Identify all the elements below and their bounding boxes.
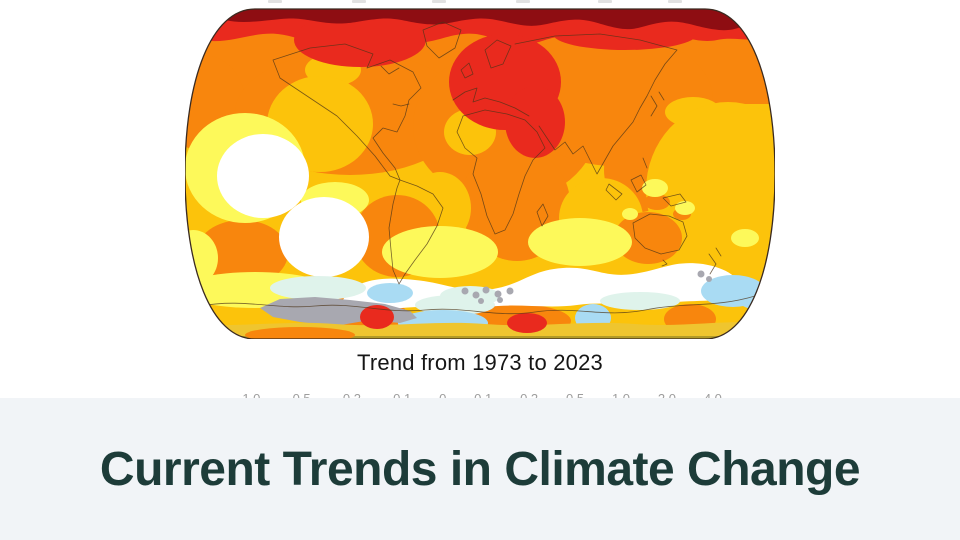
map-caption: Trend from 1973 to 2023 — [357, 350, 603, 375]
antarctic-red-spots — [360, 305, 547, 333]
title-banner: Current Trends in Climate Change — [0, 398, 960, 540]
dark-red-arctic-cap — [210, 9, 752, 31]
colorbar-tick: 0.1 — [474, 391, 492, 398]
cropped-text-remnant — [598, 0, 612, 3]
robinson-map-svg — [184, 8, 776, 340]
cropped-text-remnant — [432, 0, 446, 3]
cropped-text-remnant — [516, 0, 530, 3]
world-trend-map — [184, 8, 776, 340]
colorbar-tick: -1.0 — [238, 391, 260, 398]
cropped-text-remnant — [268, 0, 282, 3]
colorbar-tick-labels-cropped: -1.0 -0.5 -0.2 -0.1 0 0.1 0.2 0.5 1.0 2.… — [238, 391, 722, 398]
colorbar-tick: -0.1 — [389, 391, 411, 398]
cropped-text-remnant — [352, 0, 366, 3]
colorbar-tick: 0.5 — [566, 391, 584, 398]
colorbar-tick: 0 — [439, 391, 446, 398]
colorbar-tick: 0.2 — [520, 391, 538, 398]
slide-title: Current Trends in Climate Change — [99, 442, 861, 496]
colorbar-tick: 2.0 — [658, 391, 676, 398]
figure-section: Trend from 1973 to 2023 -1.0 -0.5 -0.2 -… — [184, 0, 776, 398]
colorbar-tick: 1.0 — [612, 391, 630, 398]
coastlines — [199, 21, 756, 315]
colorbar-tick: -0.5 — [288, 391, 310, 398]
colorbar-tick: 4.0 — [704, 391, 722, 398]
antarctic-band — [185, 322, 775, 339]
colorbar-tick: -0.2 — [339, 391, 361, 398]
cropped-text-remnant — [668, 0, 682, 3]
